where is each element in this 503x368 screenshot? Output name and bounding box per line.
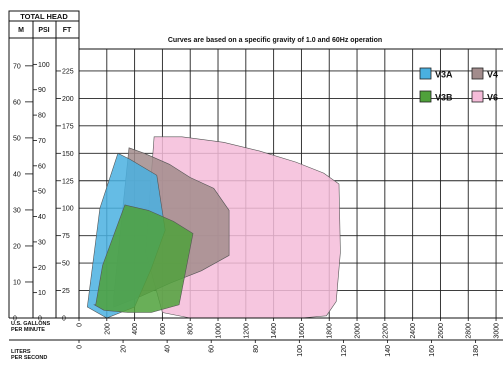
x-axis-ticks: 0 200 400 600 800 1000 1200 1400 1600 1800 2000 220… xyxy=(77,318,501,357)
gpm-tick-label: 1200 xyxy=(243,323,250,339)
psi-tick-label: 80 xyxy=(38,113,46,120)
m-tick-label: 30 xyxy=(13,207,21,214)
gpm-axis-label-line2: PER MINUTE xyxy=(11,327,45,333)
m-header: M xyxy=(18,27,24,34)
ft-tick-label: 175 xyxy=(62,123,74,130)
ft-tick-label: 225 xyxy=(62,68,74,75)
lps-axis-label-line2: PER SECOND xyxy=(11,355,47,361)
total-head-header: TOTAL HEAD xyxy=(20,12,68,21)
m-tick-label: 70 xyxy=(13,63,21,70)
legend-label-v4: V4 xyxy=(487,70,498,80)
ft-tick-label: 75 xyxy=(62,233,70,240)
legend-swatch-v3b xyxy=(419,90,432,103)
gpm-tick-label: 2200 xyxy=(382,323,389,339)
gpm-tick-label: 3000 xyxy=(494,323,501,339)
lps-tick-label: 60 xyxy=(209,345,216,353)
m-tick-label: 20 xyxy=(13,243,21,250)
m-tick-label: 10 xyxy=(13,279,21,286)
ft-tick-label: 125 xyxy=(62,178,74,185)
lps-axis-label-line1: LITERS xyxy=(11,349,31,355)
gpm-tick-label: 0 xyxy=(77,323,84,327)
lps-tick-label: 120 xyxy=(341,345,348,357)
psi-tick-label: 20 xyxy=(38,265,46,272)
gpm-tick-label: 2600 xyxy=(438,323,445,339)
legend: V3A V4 V3B V6 xyxy=(419,67,498,103)
ft-tick-label: 25 xyxy=(62,288,70,295)
gpm-tick-label: 400 xyxy=(132,323,139,335)
gpm-tick-label: 2400 xyxy=(410,323,417,339)
gpm-tick-label: 2800 xyxy=(466,323,473,339)
m-tick-label: 40 xyxy=(13,171,21,178)
legend-label-v3b: V3B xyxy=(435,93,453,103)
series-areas xyxy=(86,136,341,319)
plot-frame xyxy=(9,49,503,319)
lps-tick-label: 20 xyxy=(121,345,128,353)
gpm-tick-label: 1400 xyxy=(271,323,278,339)
gpm-tick-label: 800 xyxy=(188,323,195,335)
legend-label-v3a: V3A xyxy=(435,70,453,80)
gpm-tick-label: 1800 xyxy=(327,323,334,339)
m-tick-label: 50 xyxy=(13,135,21,142)
legend-swatch-v4 xyxy=(471,67,484,80)
m-tick-label: 60 xyxy=(13,99,21,106)
series-area-v3b xyxy=(93,204,194,313)
gpm-tick-label: 600 xyxy=(160,323,167,335)
gpm-tick-label: 200 xyxy=(104,323,111,335)
psi-tick-label: 50 xyxy=(38,189,46,196)
psi-tick-label: 90 xyxy=(38,87,46,94)
psi-tick-label: 0 xyxy=(38,316,42,323)
y-axis-ticks: 0255075100125150175200225010203040506070… xyxy=(13,62,74,323)
gpm-axis-label-line1: U.S. GALLONS xyxy=(11,321,50,327)
ft-tick-label: 100 xyxy=(62,206,74,213)
lps-tick-label: 40 xyxy=(165,345,172,353)
lps-tick-label: 180 xyxy=(473,345,480,357)
legend-label-v6: V6 xyxy=(487,93,498,103)
ft-header: FT xyxy=(63,27,72,34)
lps-tick-label: 0 xyxy=(77,345,84,349)
legend-swatch-v6 xyxy=(471,90,484,103)
psi-tick-label: 30 xyxy=(38,239,46,246)
psi-tick-label: 60 xyxy=(38,163,46,170)
lps-tick-label: 160 xyxy=(429,345,436,357)
ft-tick-label: 0 xyxy=(62,316,66,323)
ft-tick-label: 200 xyxy=(62,96,74,103)
psi-tick-label: 10 xyxy=(38,290,46,297)
gpm-tick-label: 1000 xyxy=(216,323,223,339)
ft-tick-label: 150 xyxy=(62,151,74,158)
chart-title: Curves are based on a specific gravity o… xyxy=(168,37,382,44)
psi-header: PSI xyxy=(38,27,49,34)
psi-tick-label: 100 xyxy=(38,62,50,69)
ft-tick-label: 50 xyxy=(62,261,70,268)
m-tick-label: 0 xyxy=(13,316,17,323)
lps-tick-label: 80 xyxy=(253,345,260,353)
gpm-tick-label: 1600 xyxy=(299,323,306,339)
lps-tick-label: 100 xyxy=(297,345,304,357)
psi-tick-label: 40 xyxy=(38,214,46,221)
psi-tick-label: 70 xyxy=(38,138,46,145)
lps-tick-label: 140 xyxy=(385,345,392,357)
gpm-tick-label: 2000 xyxy=(355,323,362,339)
legend-swatch-v3a xyxy=(419,67,432,80)
